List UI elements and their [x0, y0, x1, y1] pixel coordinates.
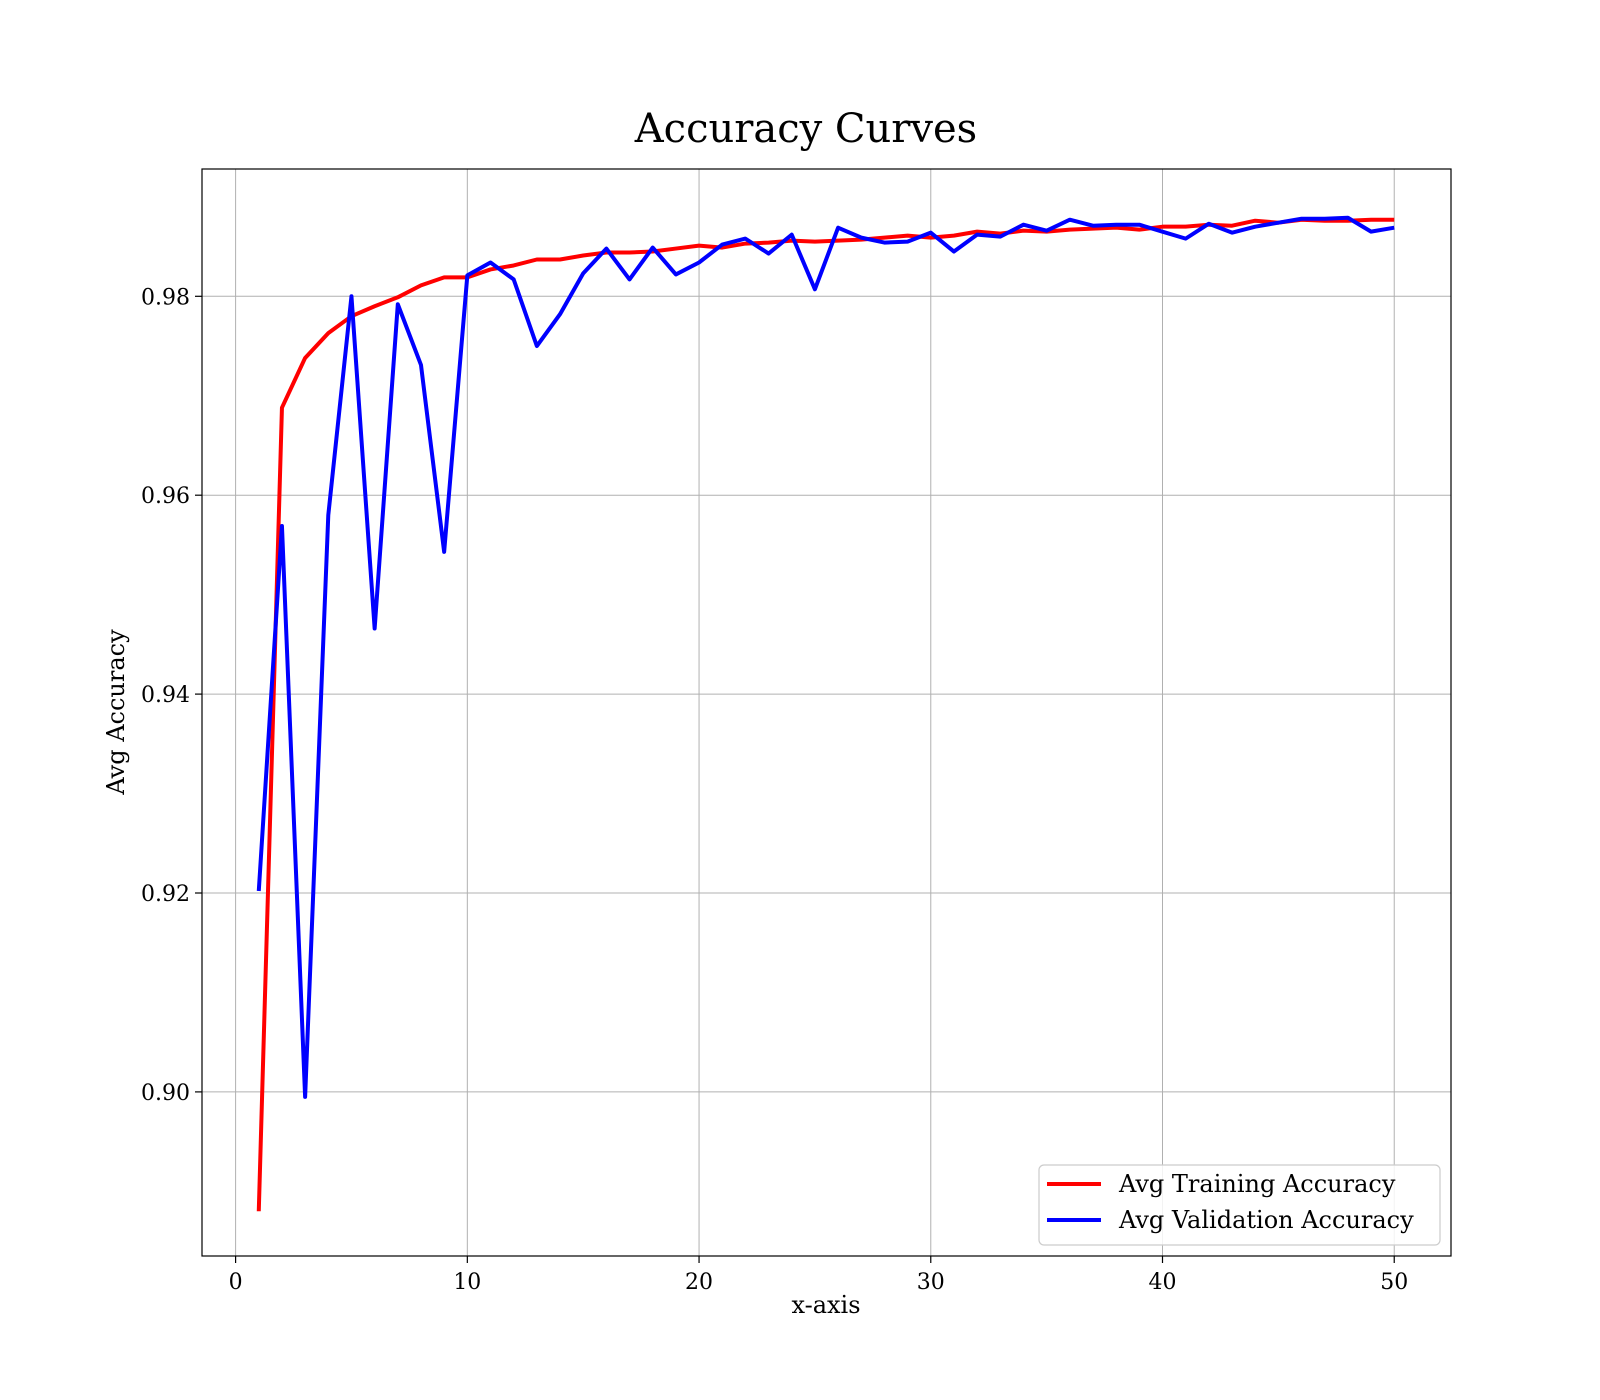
chart-title: Accuracy Curves — [634, 106, 977, 152]
x-tick-label: 40 — [1149, 1270, 1177, 1295]
legend: Avg Training Accuracy Avg Validation Acc… — [1038, 1164, 1441, 1246]
x-axis-label: x-axis — [791, 1291, 860, 1319]
x-tick-label: 20 — [685, 1270, 713, 1295]
validation-accuracy-line — [256, 215, 1395, 1099]
legend-label-training: Avg Training Accuracy — [1118, 1170, 1396, 1198]
x-tick-label: 30 — [917, 1270, 945, 1295]
y-tick-label: 0.94 — [141, 683, 190, 708]
legend-box — [1038, 1164, 1441, 1246]
y-tick-label: 0.96 — [141, 484, 190, 509]
grid-lines — [202, 169, 1451, 1256]
y-tick-label: 0.90 — [141, 1081, 190, 1106]
x-tick-label: 10 — [453, 1270, 481, 1295]
x-tick-label: 50 — [1380, 1270, 1408, 1295]
y-axis-label: Avg Accuracy — [102, 629, 130, 796]
y-tick-label: 0.98 — [141, 285, 190, 310]
axis-ticks: 0 10 20 30 40 50 0.90 0.92 0.94 0.96 0.98 — [141, 285, 1408, 1295]
plot-frame — [201, 168, 1452, 1257]
series-lines — [256, 215, 1395, 1212]
legend-label-validation: Avg Validation Accuracy — [1118, 1206, 1414, 1234]
y-tick-label: 0.92 — [141, 882, 190, 907]
x-tick-label: 0 — [229, 1270, 243, 1295]
